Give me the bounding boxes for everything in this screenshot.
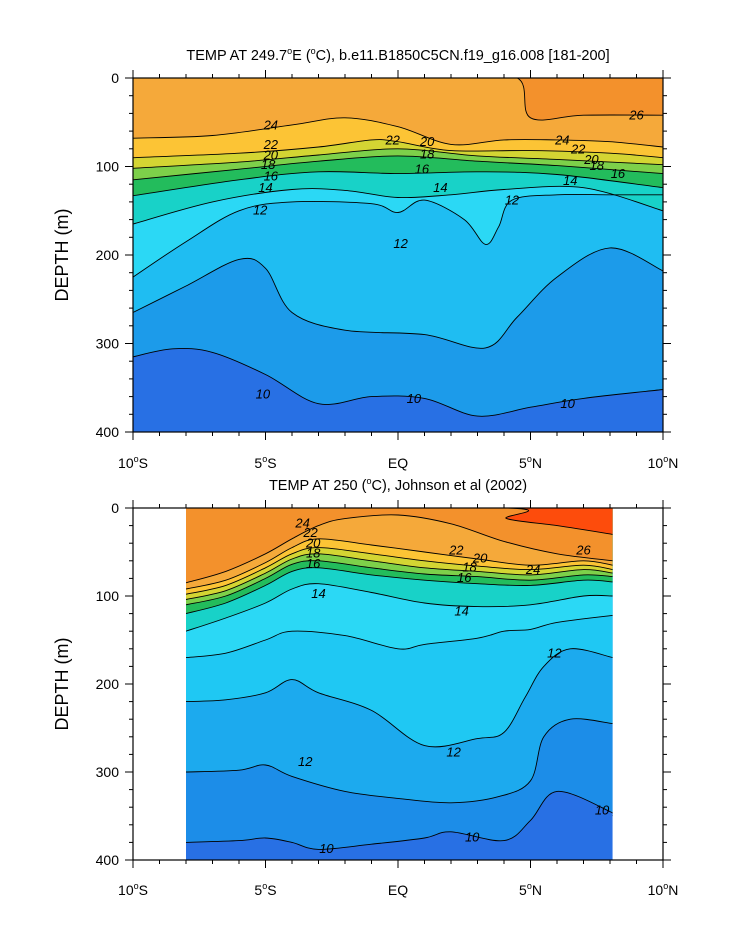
y-axis-label: DEPTH (m) [52, 209, 72, 302]
contour-line-22 [133, 139, 663, 159]
contour-label: 14 [433, 180, 447, 195]
contour-label: 20 [263, 147, 279, 162]
x-tick-label: 10oS [118, 881, 148, 898]
x-tick-label: EQ [388, 882, 408, 898]
y-tick-label: 0 [111, 500, 119, 516]
contour-label: 18 [420, 147, 435, 162]
contour-line-22 [186, 538, 613, 590]
x-tick-label: 5oN [519, 881, 542, 898]
panel-observed-temperature: 2624242222202018181616141412121210101001… [52, 476, 678, 898]
contour-label: 24 [263, 117, 278, 132]
contour-label: 24 [525, 562, 540, 577]
contour-line-15 [186, 567, 613, 615]
y-tick-label: 200 [96, 676, 120, 692]
contour-band-24 [186, 508, 613, 583]
contour-label: 18 [261, 157, 276, 172]
contour-label: 16 [457, 570, 472, 585]
contour-label: 22 [384, 132, 400, 147]
contour-label: 10 [595, 802, 610, 817]
contour-label: 12 [505, 193, 520, 208]
contour-label: 22 [263, 137, 279, 152]
contour-label: 10 [256, 386, 271, 401]
contour-line-18 [133, 155, 663, 181]
contour-label: 10 [560, 396, 575, 411]
contour-label: 16 [611, 166, 626, 181]
x-tick-label: 5oN [519, 454, 542, 471]
contour-label: 22 [302, 525, 318, 540]
y-tick-label: 100 [96, 588, 120, 604]
x-tick-label: 5oS [254, 881, 276, 898]
contour-line-26 [133, 78, 663, 121]
contour-line-20 [186, 547, 613, 595]
contour-label: 18 [590, 158, 605, 173]
contour-label: 20 [419, 134, 435, 149]
contour-line-18 [186, 553, 613, 600]
contour-label: 14 [563, 173, 577, 188]
y-tick-label: 200 [96, 247, 120, 263]
contour-label: 10 [319, 841, 334, 856]
contour-label: 12 [298, 754, 313, 769]
contour-label: 24 [554, 132, 569, 147]
contour-label: 20 [583, 152, 599, 167]
contour-line-10 [186, 790, 613, 850]
contour-label: 16 [306, 556, 321, 571]
y-tick-label: 400 [96, 424, 120, 440]
contour-line-24 [186, 514, 613, 584]
y-tick-label: 300 [96, 336, 120, 352]
y-tick-label: 0 [111, 70, 119, 86]
x-tick-label: 10oN [648, 454, 679, 471]
contour-label: 26 [575, 543, 591, 558]
contour-line-14 [186, 583, 613, 632]
contour-line-11 [186, 718, 613, 804]
contour-line-14 [133, 185, 663, 225]
contour-line-12 [133, 193, 663, 278]
contour-label: 20 [305, 536, 321, 551]
contour-label: 14 [311, 586, 325, 601]
contour-label: 14 [454, 603, 468, 618]
contour-line-10 [133, 348, 663, 417]
contour-band-26 [186, 508, 613, 535]
contour-label: 24 [294, 515, 309, 530]
contour-line-24 [133, 117, 663, 148]
contour-line-12 [186, 648, 613, 748]
y-tick-label: 300 [96, 764, 120, 780]
contour-label: 20 [472, 551, 488, 566]
contour-line-16 [186, 560, 613, 606]
contour-line-11 [133, 247, 663, 349]
contour-line-26 [186, 508, 613, 535]
contour-label: 10 [465, 830, 480, 845]
contour-label: 18 [306, 545, 321, 560]
contour-label: 14 [258, 180, 272, 195]
y-tick-label: 400 [96, 852, 120, 868]
contour-label: 18 [462, 559, 477, 574]
contour-label: 26 [628, 108, 644, 123]
chart-title: TEMP AT 250 (oC), Johnson et al (2002) [269, 476, 527, 494]
x-tick-label: 10oN [648, 881, 679, 898]
contour-label: 22 [570, 141, 586, 156]
contour-label: 12 [547, 646, 562, 661]
contour-label: 16 [415, 162, 430, 177]
contour-label: 12 [446, 744, 461, 759]
chart-title: TEMP AT 249.7oE (oC), b.e11.B1850C5CN.f1… [186, 46, 609, 64]
contour-line-16 [133, 171, 663, 197]
contour-label: 16 [264, 169, 279, 184]
contour-label: 10 [407, 391, 422, 406]
y-tick-label: 100 [96, 159, 120, 175]
contour-line-20 [133, 148, 663, 169]
y-axis-label: DEPTH (m) [52, 638, 72, 731]
x-tick-label: 10oS [118, 454, 148, 471]
contour-label: 12 [393, 236, 408, 251]
contour-label: 12 [253, 202, 268, 217]
contour-label: 22 [448, 543, 464, 558]
contour-line-13 [186, 614, 613, 659]
contour-band-26 [133, 78, 663, 121]
x-tick-label: 5oS [254, 454, 276, 471]
x-tick-label: EQ [388, 455, 408, 471]
